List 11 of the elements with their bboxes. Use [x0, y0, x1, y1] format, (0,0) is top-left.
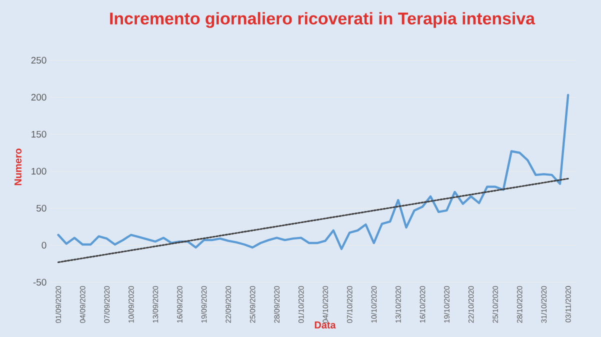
line-series	[57, 94, 570, 250]
y-tick-label: 100	[32, 168, 46, 175]
y-tick-label: 0	[42, 242, 46, 249]
y-tick-label: 50	[36, 204, 46, 212]
y-tick-label: 200	[31, 94, 46, 101]
y-tick-label: 150	[32, 130, 46, 138]
chart-title: Incremento giornaliero ricoverati in Terapia intensiva	[110, 12, 536, 28]
y-tick-label: 250	[31, 56, 46, 64]
y-tick-label: -50	[33, 278, 46, 286]
y-axis-title: Numero	[14, 148, 22, 186]
x-axis-title: Data	[314, 322, 336, 328]
